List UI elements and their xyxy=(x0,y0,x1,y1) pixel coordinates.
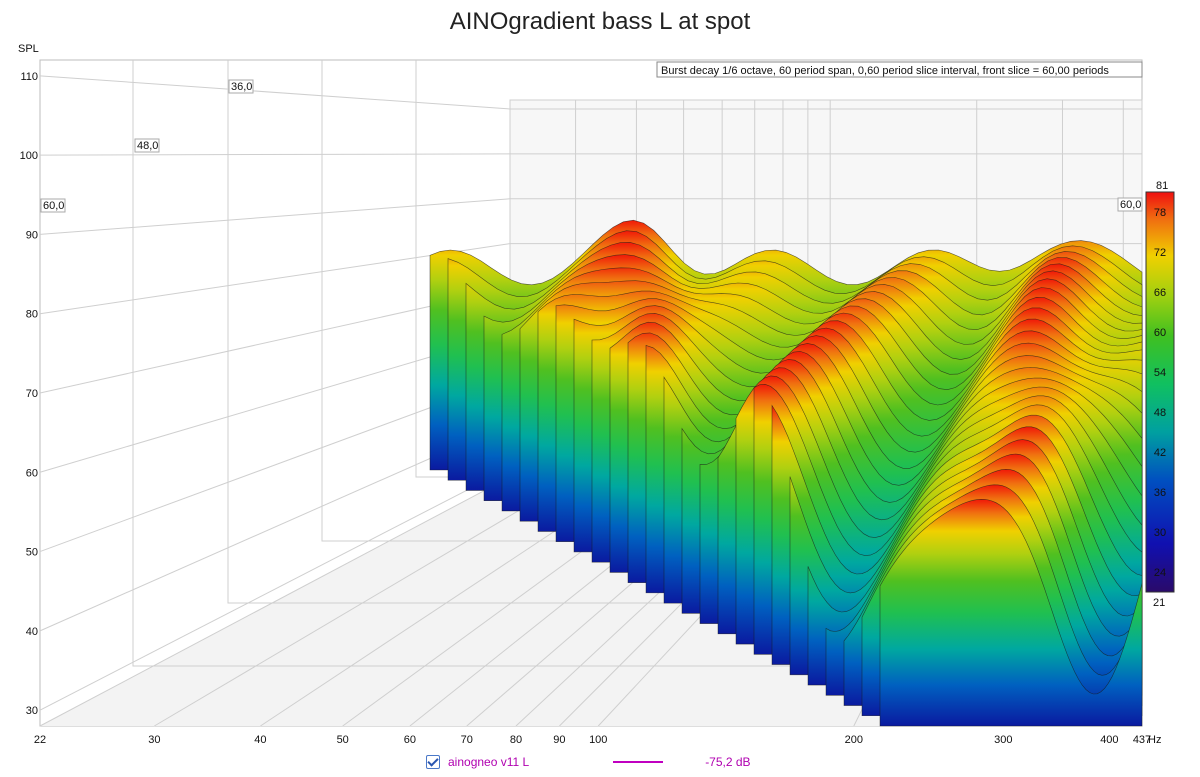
x-axis-unit: Hz xyxy=(1148,734,1161,746)
colorbar-max-label: 81 xyxy=(1156,180,1168,192)
y-tick-label: 60 xyxy=(26,467,38,479)
x-tick-label: 70 xyxy=(461,734,473,746)
side-gridline xyxy=(39,153,511,156)
y-axis-title: SPL xyxy=(18,43,39,55)
floor-gridline xyxy=(154,476,576,727)
colorbar-tick-label: 66 xyxy=(1154,287,1166,299)
y-tick-label: 50 xyxy=(26,547,38,559)
side-gridline xyxy=(39,198,511,235)
x-tick-label: 22 xyxy=(34,734,46,746)
annotation-text: Burst decay 1/6 octave, 60 period span, … xyxy=(661,65,1109,77)
annotation-box: Burst decay 1/6 octave, 60 period span, … xyxy=(656,61,1143,78)
colorbar-tick-label: 30 xyxy=(1154,527,1166,539)
colorbar-tick-label: 78 xyxy=(1154,207,1166,219)
colorbar-min-label: 21 xyxy=(1153,597,1165,609)
decay-slice xyxy=(879,498,1143,727)
x-tick-label: 40 xyxy=(254,734,266,746)
z-tick-label: 36,0 xyxy=(231,81,252,93)
x-tick-label: 200 xyxy=(845,734,863,746)
y-tick-label: 70 xyxy=(26,388,38,400)
z-label-box xyxy=(1117,197,1143,212)
series-checkbox[interactable] xyxy=(426,755,440,769)
axes: SPL 30 40 50 60 70 80 90 100 110 22 30 40 50 60 70 80 90 1… xyxy=(18,43,1161,746)
y-tick-label: 80 xyxy=(26,309,38,321)
y-tick-label: 30 xyxy=(26,705,38,717)
y-tick-label: 40 xyxy=(26,626,38,638)
side-gridline xyxy=(39,75,511,110)
z-label-box xyxy=(228,79,254,94)
colorbar-tick-label: 60 xyxy=(1154,327,1166,339)
waterfall-surface xyxy=(429,219,1143,727)
z-label-box xyxy=(134,138,160,153)
colorbar-tick-label: 42 xyxy=(1154,447,1166,459)
legend-series-value: -75,2 dB xyxy=(705,755,751,769)
colorbar-gradient xyxy=(1145,191,1175,593)
colorbar-tick-label: 24 xyxy=(1154,567,1166,579)
legend-series-name: ainogneo v11 L xyxy=(448,755,530,769)
chart-title: AINOgradient bass L at spot xyxy=(449,8,751,35)
legend: ainogneo v11 L -75,2 dB xyxy=(426,752,751,772)
z-tick-label-right: 60,0 xyxy=(1120,199,1141,211)
colorbar-tick-label: 48 xyxy=(1154,407,1166,419)
y-tick-label: 110 xyxy=(20,71,38,83)
colorbar-tick-label: 36 xyxy=(1154,487,1166,499)
z-tick-label: 48,0 xyxy=(137,140,158,152)
x-tick-label: 400 xyxy=(1100,734,1118,746)
y-tick-label: 100 xyxy=(20,150,38,162)
colorbar-tick-label: 72 xyxy=(1154,247,1166,259)
x-tick-label: 50 xyxy=(337,734,349,746)
x-tick-label: 90 xyxy=(553,734,565,746)
z-tick-label: 60,0 xyxy=(43,200,64,212)
x-tick-label: 437 xyxy=(1133,734,1151,746)
x-tick-label: 30 xyxy=(148,734,160,746)
z-label-box xyxy=(40,198,66,213)
x-tick-label: 300 xyxy=(994,734,1012,746)
x-tick-label: 80 xyxy=(510,734,522,746)
x-tick-label: 100 xyxy=(589,734,607,746)
colorbar-tick-label: 54 xyxy=(1154,367,1166,379)
x-tick-label: 60 xyxy=(404,734,416,746)
floor-gridline xyxy=(39,476,511,727)
side-gridline xyxy=(39,467,511,711)
colorbar: 24 30 36 42 48 54 60 66 72 78 81 21 xyxy=(1145,180,1175,609)
legend-swatch xyxy=(613,761,664,763)
y-tick-label: 90 xyxy=(26,229,38,241)
